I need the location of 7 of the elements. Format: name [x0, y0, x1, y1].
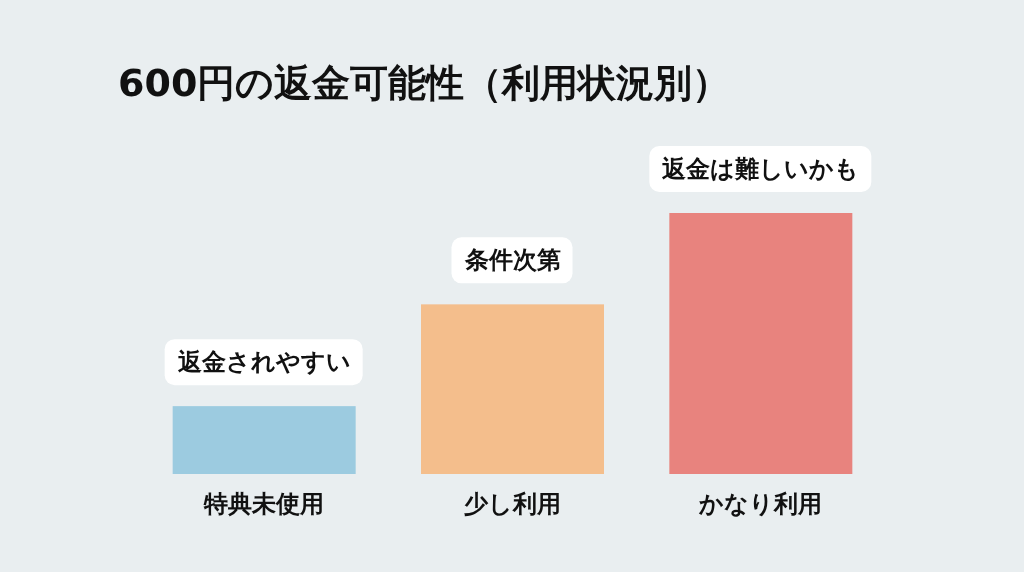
annotation: 返金は難しいかも [661, 155, 860, 183]
title: 600円の返金可能性（利用状況別） [118, 61, 731, 105]
annotation: 返金されやすい [176, 348, 351, 377]
annotation: 条件次第 [463, 246, 561, 275]
annotation: 返金されやすい [164, 339, 363, 386]
annotation: 条件次第 [451, 237, 573, 284]
annotation: 返金は難しいかも [649, 146, 872, 192]
